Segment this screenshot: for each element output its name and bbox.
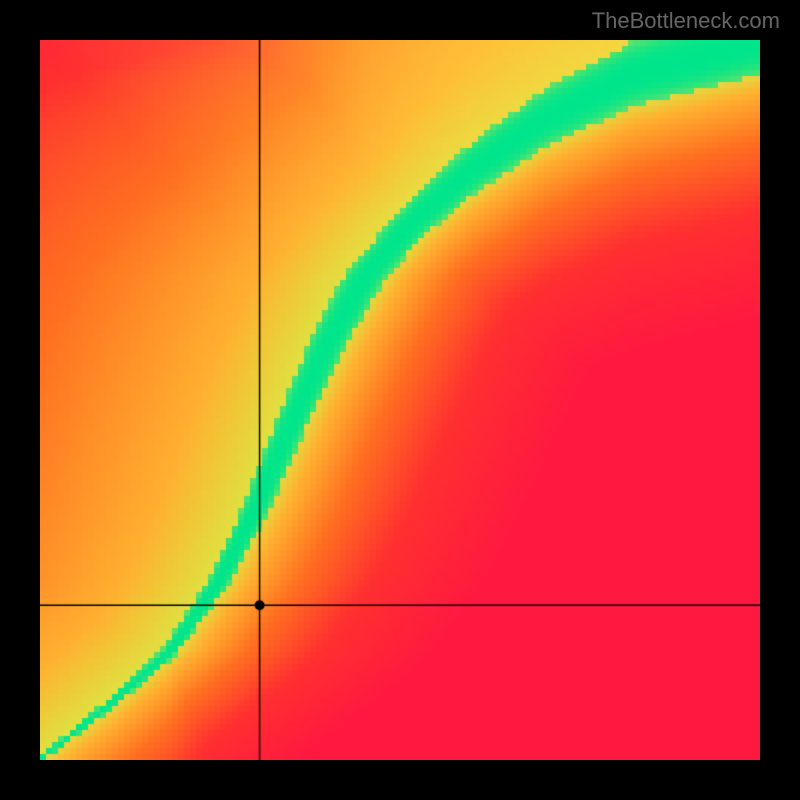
watermark-text: TheBottleneck.com xyxy=(592,8,780,34)
heatmap-canvas xyxy=(40,40,760,760)
plot-area xyxy=(40,40,760,760)
chart-container: TheBottleneck.com xyxy=(0,0,800,800)
